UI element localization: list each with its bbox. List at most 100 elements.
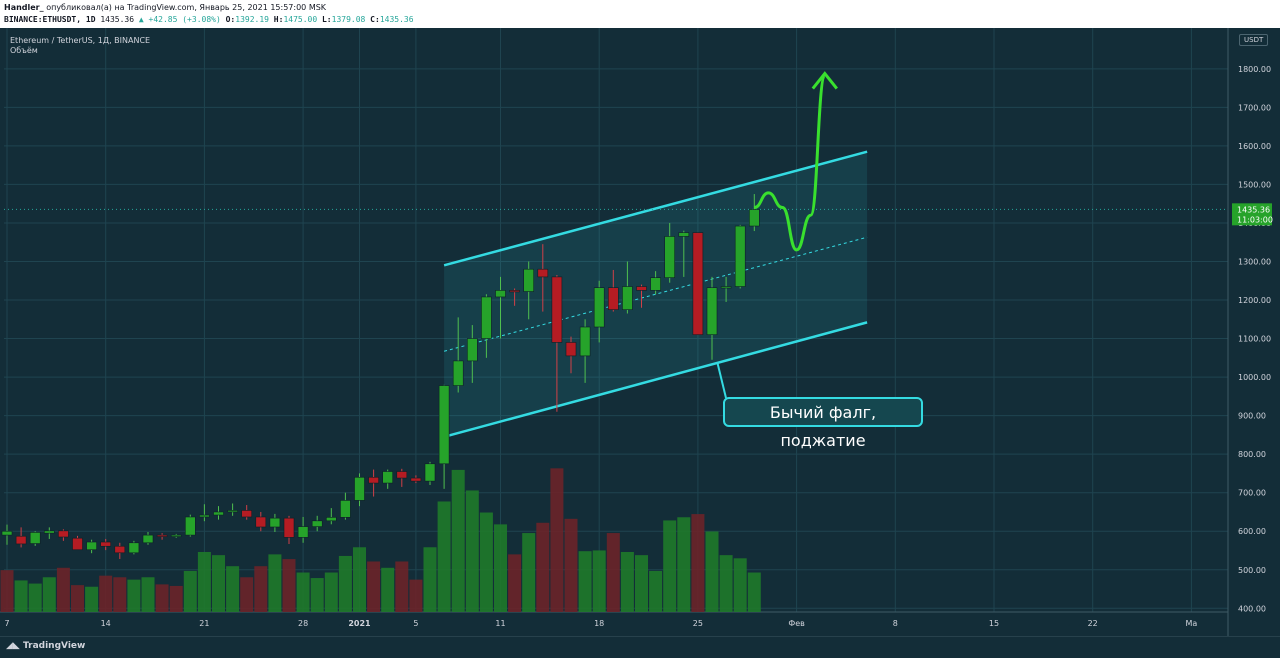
candle-body [199,514,210,518]
candle-body [368,476,379,484]
publisher-name[interactable]: Handler_ [4,3,44,12]
projection-arrow [753,71,838,252]
candle-body [509,290,520,293]
volume-bar [635,555,648,612]
candle-body [706,287,718,336]
candle-body [128,542,140,554]
candle-body [297,526,309,538]
brand-label: TradingView [22,641,86,651]
time-axis: 7 14 21 28 2021 5 11 18 25 Фев 8 15 22 Ма [4,619,1197,628]
volume-bar [71,585,84,612]
candle-body [607,287,619,310]
price-axis: 400.00 500.00 600.00 700.00 800.00 900.00 1000… [1232,65,1273,613]
volume-bar [395,561,409,612]
candle-body [481,296,492,339]
price-tick-label: 1500.00 [1238,180,1271,189]
volume-bar [183,570,197,612]
candle-body [311,520,323,527]
candle-body [43,530,55,534]
candle-body [86,541,97,551]
candle-body [72,537,83,551]
price-tick-label: 1300.00 [1238,257,1271,266]
legend-title: Ethereum / TetherUS, 1Д, BINANCE [10,36,151,45]
time-tick-label: 5 [413,619,418,628]
high-value: 1475.00 [283,15,318,24]
last-price: 1435.36 [100,15,135,24]
volume-bar [677,517,691,612]
candle-body [579,326,591,357]
candle-body [269,517,281,528]
volume-bar [508,554,522,612]
volume-bar [338,555,352,612]
volume-bar [28,583,42,612]
time-tick-label: 11 [495,619,505,628]
volume-bar [85,586,99,612]
volume-bar [550,468,564,612]
candle-body [156,534,168,537]
volume-bar [310,578,324,612]
publish-info: опубликовал(а) на TradingView.com, Январ… [46,3,327,12]
volume-bar [592,550,606,612]
time-tick-label: 21 [199,619,209,628]
volume-bars [0,468,761,612]
volume-bar [381,567,395,612]
candle-body [466,338,478,362]
volume-bar [56,567,70,612]
volume-bar [127,579,141,612]
close-value: 1435.36 [379,15,414,24]
volume-bar [494,524,507,612]
candle-body [213,511,224,516]
volume-bar [212,555,225,612]
candle-body [678,232,690,237]
countdown-label: 11:03:00 [1237,215,1273,224]
price-chart[interactable]: 400.00 500.00 600.00 700.00 800.00 900.00 1000… [0,28,1280,636]
low-label: L: [321,15,332,24]
candle-body [410,477,422,482]
candlestick-series [1,194,760,559]
time-tick-label: 7 [4,619,9,628]
volume-bar [451,469,465,612]
candle-body [142,534,154,544]
candle-body [622,286,633,310]
projection-path [753,75,827,252]
candle-body [692,232,704,336]
volume-bar [169,585,183,612]
price-tick-label: 1600.00 [1238,142,1271,151]
volume-bar [719,555,733,612]
volume-bar [155,584,169,612]
candle-body [241,510,252,518]
candle-body [1,530,13,536]
time-tick-label: 28 [298,619,308,628]
candle-body [185,516,196,536]
candle-body [734,225,746,287]
candle-body [255,516,267,528]
tradingview-icon: ◢◣ [6,641,20,651]
candle-body [438,385,450,465]
volume-bar [296,572,310,612]
volume-bar [282,559,296,612]
candle-body [650,277,661,291]
time-tick-label: 8 [893,619,898,628]
volume-bar [437,501,451,612]
candle-body [100,541,111,547]
open-label: O: [225,15,236,24]
close-label: C: [370,15,380,24]
price-tick-label: 1000.00 [1238,373,1271,382]
volume-bar [409,579,423,612]
annotation-callout[interactable]: Бычий фалг, поджатие [723,397,923,450]
candle-body [565,342,577,357]
time-tick-label: Ма [1185,619,1197,628]
candle-body [325,517,337,522]
candle-body [664,236,676,278]
currency-label[interactable]: USDT [1239,34,1269,46]
volume-bar [536,522,550,612]
price-tick-label: 1200.00 [1238,296,1271,305]
candle-body [170,534,182,537]
volume-bar [578,551,592,612]
candle-body [15,535,27,545]
callout-pointer [716,363,727,399]
time-tick-label: 22 [1088,619,1098,628]
tradingview-logo[interactable]: ◢◣ TradingView [6,641,85,651]
volume-bar [268,554,282,612]
candle-body [537,268,549,278]
